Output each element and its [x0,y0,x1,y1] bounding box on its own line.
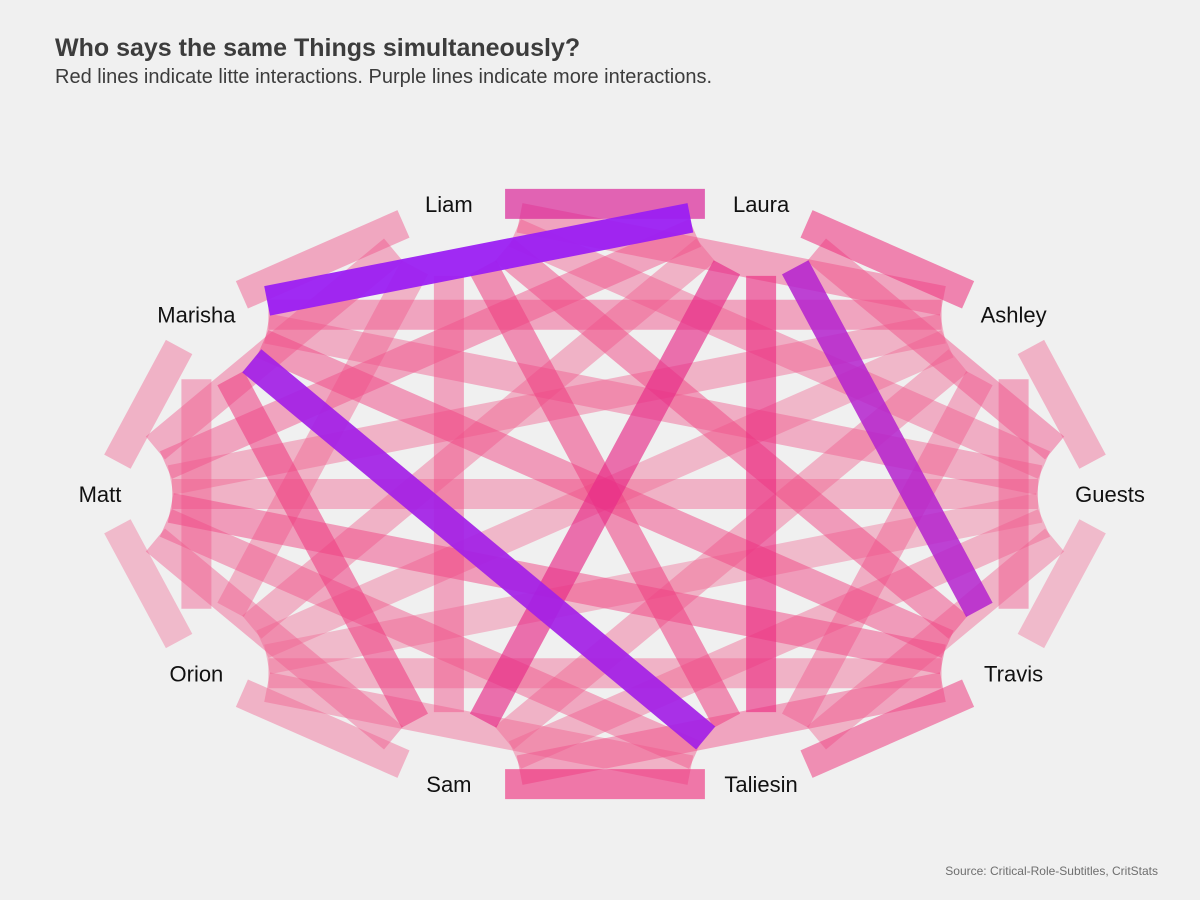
edge-sam-orion [235,679,410,778]
edge-laura-marisha [264,203,694,316]
node-label-liam: Liam [425,192,473,217]
node-label-taliesin: Taliesin [724,772,797,797]
edge-ashley-guests [1017,339,1106,469]
node-label-laura: Laura [733,192,790,217]
node-label-matt: Matt [79,482,122,507]
node-label-sam: Sam [426,772,471,797]
edge-travis-sam [516,672,946,785]
edge-taliesin-marisha [242,349,716,750]
edge-taliesin-matt [159,509,702,769]
edge-taliesin-orion [264,672,694,785]
source-caption: Source: Critical-Role-Subtitles, CritSta… [945,864,1158,878]
edge-laura-sam [469,260,741,728]
node-label-layer: Liam Laura Ashley Guests Travis Taliesin Sam Or… [79,192,1145,797]
edge-liam-marisha [235,210,410,309]
edge-sam-matt [145,528,404,750]
chart-subtitle: Red lines indicate litte interactions. P… [55,66,713,88]
edge-laura-ashley [800,210,975,309]
node-label-orion: Orion [170,661,224,686]
edge-liam-travis [494,238,968,639]
edge-sam-marisha [217,370,429,728]
edge-laura-guests [806,238,1065,460]
edge-guests-travis [1017,519,1106,649]
edge-travis-taliesin [800,679,975,778]
node-label-travis: Travis [984,661,1043,686]
edge-laura-travis [781,260,993,618]
node-label-ashley: Ashley [981,303,1047,328]
chart-title: Who says the same Things simultaneously? [55,34,581,62]
edge-layer [104,188,1106,800]
node-label-guests: Guests [1075,482,1145,507]
edge-liam-guests [508,219,1051,479]
node-label-marisha: Marisha [157,303,236,328]
edge-orion-matt [104,519,193,649]
edge-matt-marisha [104,339,193,469]
